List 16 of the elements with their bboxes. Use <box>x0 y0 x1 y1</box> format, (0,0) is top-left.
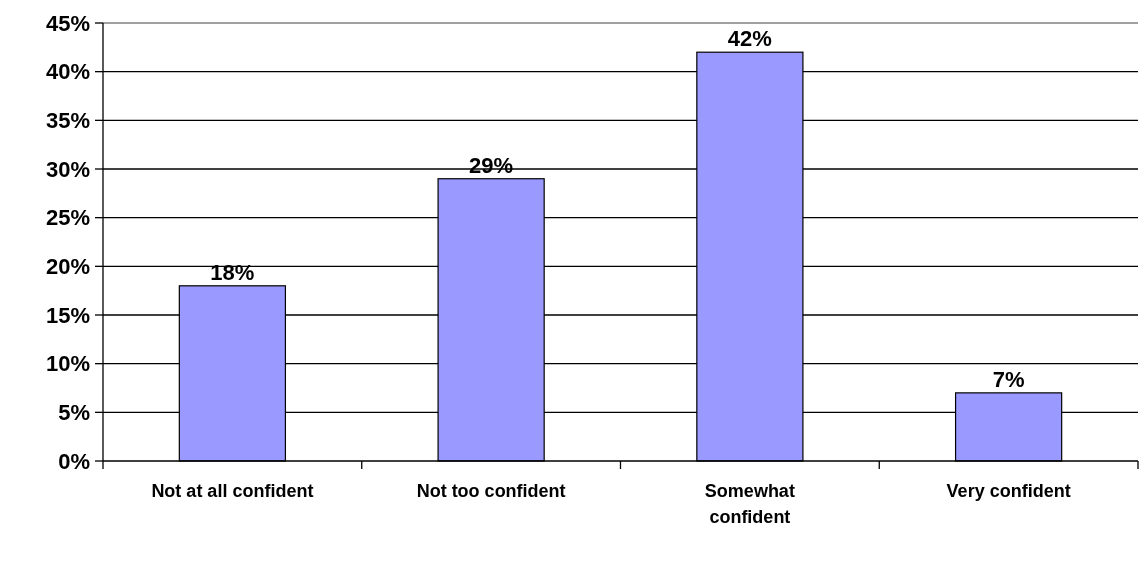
y-tick-label: 5% <box>58 400 90 426</box>
y-tick-label: 15% <box>45 302 90 328</box>
x-tick-label: Not at all confident <box>151 481 314 501</box>
data-label: 42% <box>727 26 772 52</box>
y-tick-label: 40% <box>45 59 90 85</box>
x-tick-label: Somewhat confident <box>704 481 795 527</box>
y-tick-label: 10% <box>45 351 90 377</box>
y-tick-label: 30% <box>45 156 90 182</box>
y-tick-label: 35% <box>45 108 90 134</box>
y-tick-label: 25% <box>45 205 90 231</box>
x-tick-label: Very confident <box>946 481 1071 501</box>
y-tick-label: 0% <box>58 448 90 474</box>
data-label: 7% <box>992 366 1025 392</box>
x-tick-label: Not too confident <box>416 481 566 501</box>
y-tick-label: 20% <box>45 254 90 280</box>
y-tick-label: 45% <box>45 10 90 36</box>
